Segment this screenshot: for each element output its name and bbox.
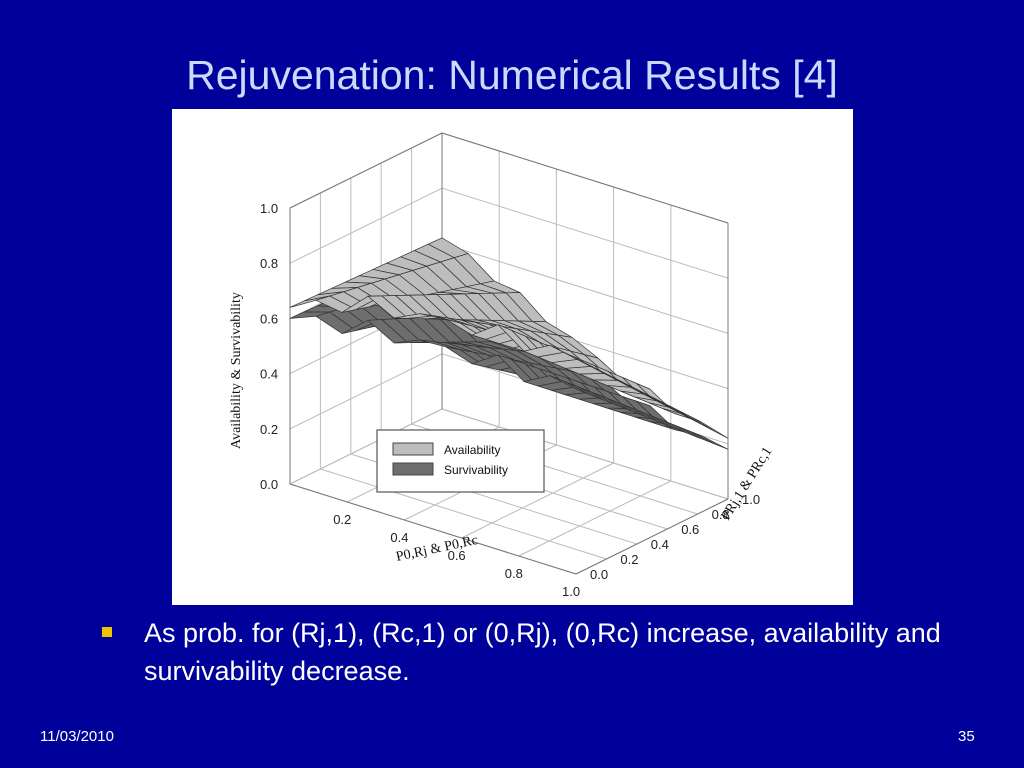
y-tick-label: 0.0 xyxy=(590,567,608,582)
availability-surface-facet xyxy=(549,345,590,367)
z-axis-label: Availability & Survivability xyxy=(229,292,244,449)
y-tick-label: 1.0 xyxy=(742,492,760,507)
z-tick-label: 0.0 xyxy=(260,477,278,492)
bullet-marker-icon xyxy=(102,627,112,637)
z-tick-label: 0.4 xyxy=(260,367,278,382)
y-tick-label: 0.2 xyxy=(620,552,638,567)
x-tick-label: 0.8 xyxy=(505,566,523,581)
y-axis-label: PRj,1 & PRc,1 xyxy=(719,445,776,524)
back-wall-gridline xyxy=(441,187,729,279)
z-tick-label: 0.2 xyxy=(260,422,278,437)
legend-swatch-survivability xyxy=(392,462,434,476)
side-wall-gridline xyxy=(289,187,443,264)
plot-frame-edge xyxy=(575,498,729,575)
bullet-text: As prob. for (Rj,1), (Rc,1) or (0,Rj), (… xyxy=(144,618,941,686)
x-tick-label: 0.2 xyxy=(333,512,351,527)
floor-gridline xyxy=(518,480,672,557)
legend: Availability Survivability xyxy=(376,429,545,493)
legend-swatch-availability xyxy=(392,442,434,456)
survivability-surface-facet xyxy=(549,375,590,395)
legend-label-survivability: Survivability xyxy=(444,463,508,477)
y-tick-label: 0.8 xyxy=(712,507,730,522)
z-tick-label: 0.6 xyxy=(260,311,278,326)
surface-plot: 0.0 0.2 0.4 0.6 0.8 1.0 0.2 0.4 0.6 0.8 1.0 0.0 0.2 0… xyxy=(229,132,776,599)
x-tick-label: 0.6 xyxy=(448,548,466,563)
surface-plot-figure: 0.0 0.2 0.4 0.6 0.8 1.0 0.2 0.4 0.6 0.8 1.0 0.0 0.2 0… xyxy=(172,109,853,605)
y-tick-label: 0.4 xyxy=(651,537,669,552)
availability-surface xyxy=(289,237,729,439)
plot-frame-edge xyxy=(441,132,729,224)
floor-gridline xyxy=(320,468,607,560)
floor-gridline xyxy=(461,462,614,539)
slide-title: Rejuvenation: Numerical Results [4] xyxy=(186,52,838,98)
page-number: 35 xyxy=(958,728,975,745)
axis-ticks: 0.0 0.2 0.4 0.6 0.8 1.0 0.2 0.4 0.6 0.8 1.0 0.0 0.2 0… xyxy=(260,201,760,599)
legend-label-availability: Availability xyxy=(444,443,500,457)
plot-frame-edge xyxy=(289,483,577,575)
y-tick-label: 0.6 xyxy=(681,522,699,537)
side-wall-gridline xyxy=(289,353,443,430)
z-tick-label: 1.0 xyxy=(260,201,278,216)
footer-date: 11/03/2010 xyxy=(40,728,114,745)
floor-gridline xyxy=(289,408,443,485)
back-wall-gridline xyxy=(441,242,729,334)
z-tick-label: 0.8 xyxy=(260,256,278,271)
x-tick-label: 0.4 xyxy=(390,530,408,545)
floor-gridline xyxy=(441,408,729,500)
plot-frame-edge xyxy=(289,132,443,209)
x-tick-label: 1.0 xyxy=(562,584,580,599)
